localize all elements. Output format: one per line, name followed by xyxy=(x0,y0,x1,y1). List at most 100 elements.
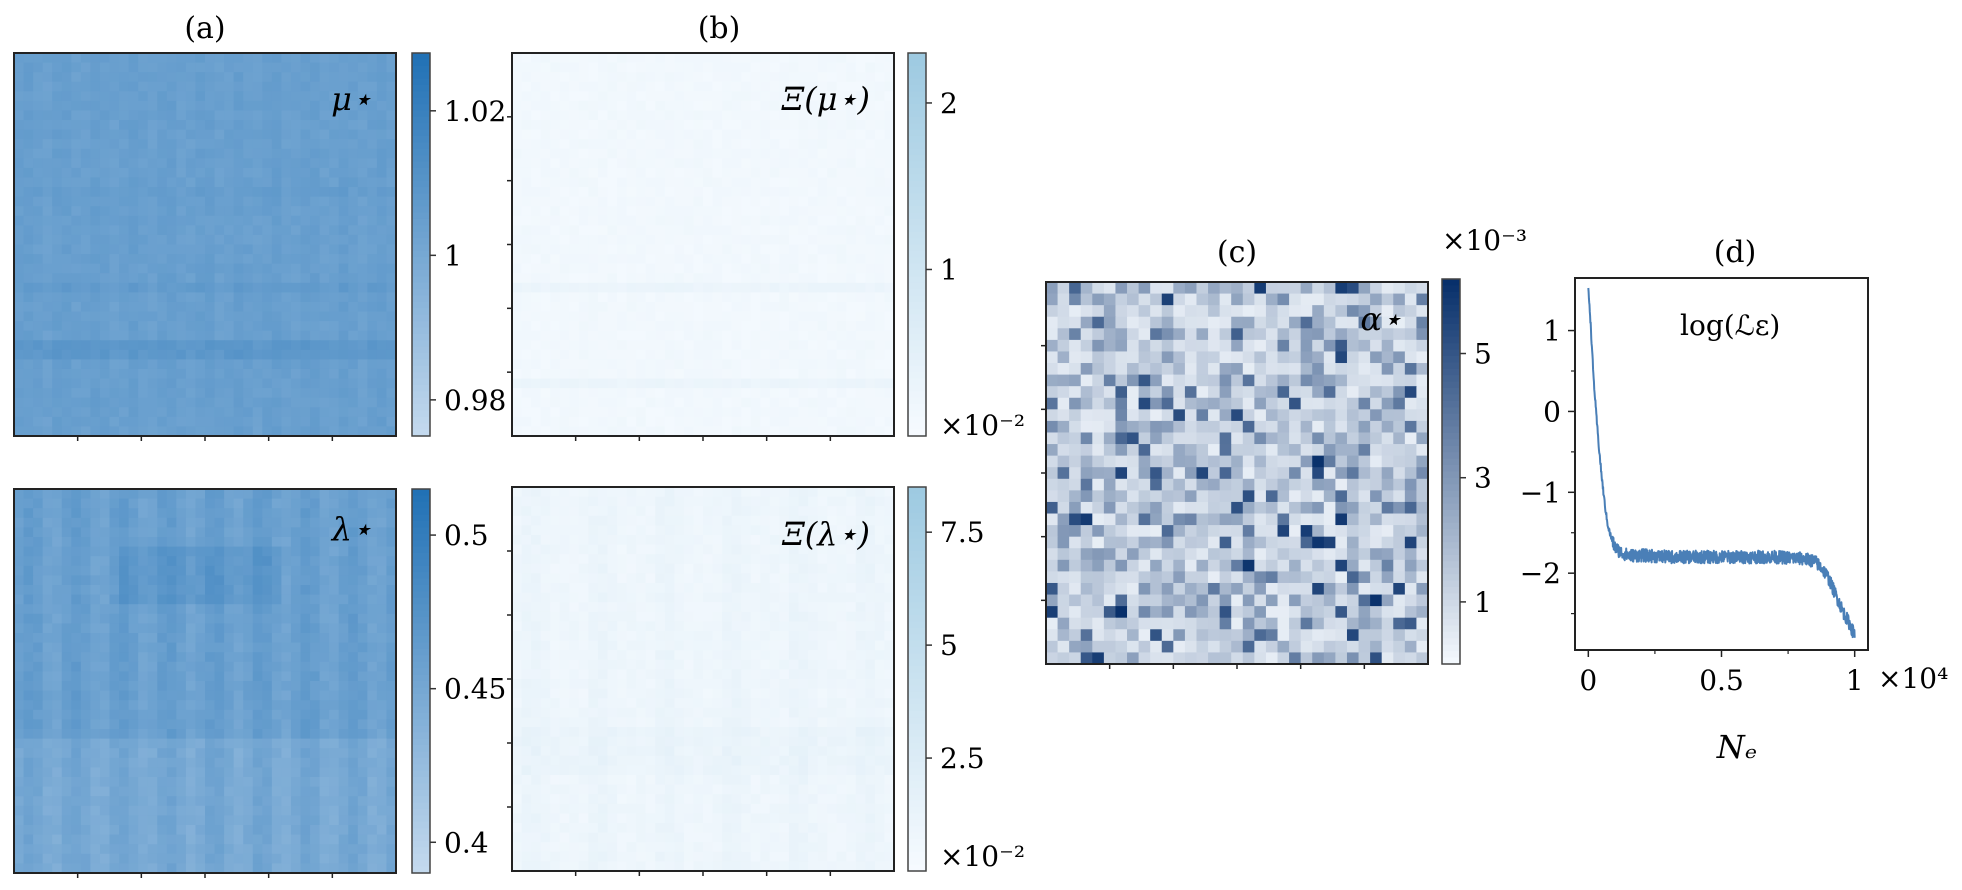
heatmap-cell xyxy=(569,81,580,92)
heatmap-cell xyxy=(846,416,857,428)
heatmap-cell xyxy=(290,786,302,797)
heatmap-cell xyxy=(827,196,838,207)
heatmap-cell xyxy=(338,700,349,711)
heatmap-cell xyxy=(741,254,752,265)
heatmap-cell xyxy=(119,834,130,845)
heatmap-cell xyxy=(521,292,532,303)
heatmap-cell xyxy=(214,244,225,255)
heatmap-cell xyxy=(14,72,25,83)
heatmap-cell xyxy=(884,72,895,83)
heatmap-cell xyxy=(214,805,225,816)
heatmap-cell xyxy=(319,177,330,188)
heatmap-cell xyxy=(386,100,397,112)
heatmap-cell xyxy=(386,681,397,692)
heatmap-cell xyxy=(233,556,244,567)
heatmap-cell xyxy=(357,206,368,217)
heatmap-cell xyxy=(884,225,895,236)
heatmap-cell xyxy=(71,729,82,740)
heatmap-cell xyxy=(157,292,168,303)
heatmap-cell xyxy=(128,757,139,768)
heatmap-cell xyxy=(166,604,177,615)
heatmap-cell xyxy=(157,805,168,816)
heatmap-cell xyxy=(262,72,273,83)
heatmap-cell xyxy=(779,407,790,418)
colorbar-step xyxy=(412,681,430,688)
heatmap-cell xyxy=(290,546,302,557)
heatmap-cell xyxy=(386,167,397,179)
colorbar-step xyxy=(412,514,430,522)
heatmap-cell xyxy=(531,368,542,380)
heatmap-cell xyxy=(846,81,857,92)
heatmap-cell xyxy=(357,738,368,749)
heatmap-cell xyxy=(741,273,752,284)
heatmap-cell xyxy=(109,690,120,701)
heatmap-cell xyxy=(855,177,866,188)
heatmap-cell xyxy=(14,681,25,692)
heatmap-cell xyxy=(674,234,685,246)
heatmap-cell xyxy=(80,767,91,778)
heatmap-cell xyxy=(512,407,523,418)
heatmap-cell xyxy=(281,719,292,730)
heatmap-cell xyxy=(588,215,599,226)
heatmap-cell xyxy=(243,613,254,624)
heatmap-cell xyxy=(855,359,866,370)
heatmap-cell xyxy=(329,517,340,528)
heatmap-cell xyxy=(512,110,523,121)
heatmap-cell xyxy=(607,215,618,226)
heatmap-cell xyxy=(33,91,44,102)
heatmap-cell xyxy=(300,263,311,274)
colorbar-step xyxy=(412,333,430,341)
heatmap-cell xyxy=(71,120,82,131)
heatmap-cell xyxy=(617,311,628,322)
heatmap-cell xyxy=(185,604,197,615)
heatmap-cell xyxy=(128,167,139,179)
heatmap-cell xyxy=(281,254,292,265)
heatmap-cell xyxy=(271,623,282,634)
heatmap-cell xyxy=(683,129,695,140)
heatmap-cell xyxy=(185,537,197,548)
heatmap-cell xyxy=(290,738,302,749)
heatmap-cell xyxy=(367,388,378,399)
heatmap-cell xyxy=(788,397,800,408)
heatmap-cell xyxy=(281,508,292,519)
heatmap-cell xyxy=(884,81,895,92)
heatmap-cell xyxy=(61,167,72,179)
heatmap-cell xyxy=(33,311,44,322)
heatmap-cell xyxy=(722,254,733,265)
heatmap-cell xyxy=(138,489,149,500)
heatmap-cell xyxy=(290,416,302,428)
heatmap-cell xyxy=(569,244,580,255)
heatmap-cell xyxy=(310,777,321,788)
heatmap-cell xyxy=(252,527,263,538)
heatmap-cell xyxy=(348,681,359,692)
heatmap-cell xyxy=(760,234,771,246)
heatmap-cell xyxy=(512,177,523,188)
heatmap-cell xyxy=(559,426,570,437)
heatmap-cell xyxy=(33,120,44,131)
heatmap-cell xyxy=(310,604,321,615)
heatmap-cell xyxy=(512,368,523,380)
heatmap-cell xyxy=(166,378,177,389)
heatmap-cell xyxy=(521,81,532,92)
heatmap-cell xyxy=(233,700,244,711)
heatmap-cell xyxy=(376,709,388,720)
heatmap-cell xyxy=(99,282,111,293)
heatmap-cell xyxy=(674,91,685,102)
heatmap-cell xyxy=(281,110,292,121)
heatmap-cell xyxy=(176,575,187,586)
heatmap-cell xyxy=(185,585,197,596)
heatmap-cell xyxy=(712,234,723,246)
heatmap-cell xyxy=(147,815,158,826)
heatmap-cell xyxy=(214,748,225,759)
heatmap-cell xyxy=(607,206,618,217)
heatmap-xi-mu-annotation: Ξ(μ⋆) xyxy=(781,80,870,118)
heatmap-cell xyxy=(655,282,666,293)
heatmap-cell xyxy=(14,407,25,418)
heatmap-cell xyxy=(262,368,273,380)
heatmap-cell xyxy=(569,254,580,265)
heatmap-cell xyxy=(319,498,330,509)
heatmap-cell xyxy=(338,777,349,788)
heatmap-cell xyxy=(205,81,216,92)
heatmap-cell xyxy=(90,565,101,576)
heatmap-cell xyxy=(367,642,378,653)
